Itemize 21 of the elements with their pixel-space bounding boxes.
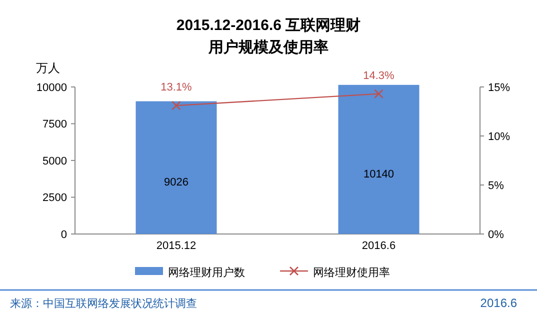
x-tick-label: 2015.12 — [156, 240, 196, 252]
legend-label: 网络理财使用率 — [313, 266, 390, 279]
chart-subtitle: 用户规模及使用率 — [208, 38, 328, 56]
y2-tick-label: 15% — [488, 82, 510, 94]
y2-tick-label: 10% — [488, 130, 510, 143]
y-axis-title: 万人 — [36, 61, 60, 75]
y-tick-label: 7500 — [42, 118, 67, 131]
y-tick-label: 2500 — [42, 192, 67, 204]
data-label: 9026 — [164, 176, 188, 189]
chart-title: 2015.12-2016.6 互联网理财 — [176, 17, 361, 34]
y-tick-label: 5000 — [42, 155, 67, 168]
y2-tick-label: 0% — [488, 229, 504, 241]
y-tick-label: 0 — [60, 229, 67, 241]
text: 2016.6 — [480, 296, 518, 310]
legend-label: 网络理财用户数 — [168, 266, 245, 279]
source-note: 来源：中国互联网络发展状况统计调查 — [10, 297, 197, 310]
data-label: 14.3% — [363, 70, 395, 82]
y-tick-label: 10000 — [36, 82, 67, 94]
y2-tick-label: 5% — [488, 180, 504, 192]
data-label: 13.1% — [160, 82, 192, 94]
data-label: 10140 — [363, 168, 394, 180]
